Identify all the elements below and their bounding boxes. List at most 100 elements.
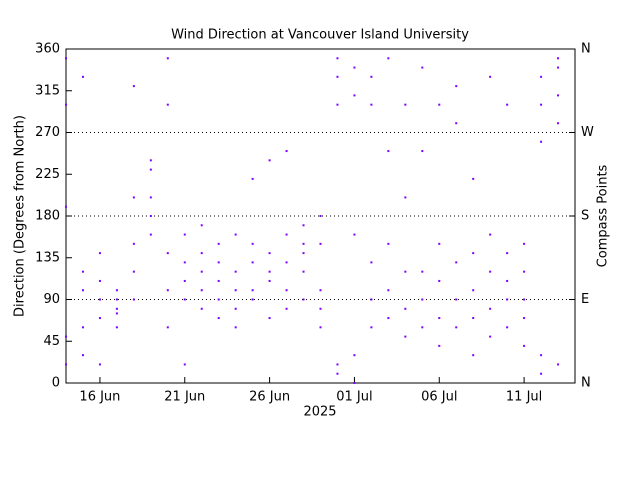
- data-point: [438, 317, 441, 320]
- data-point: [234, 326, 237, 329]
- data-point: [506, 252, 509, 255]
- data-point: [234, 289, 237, 292]
- data-point: [506, 279, 509, 282]
- data-point: [149, 168, 152, 171]
- data-point: [472, 289, 475, 292]
- data-point: [387, 150, 390, 153]
- data-point: [421, 66, 424, 69]
- data-point: [115, 307, 118, 310]
- data-point: [489, 270, 492, 273]
- data-point: [251, 298, 254, 301]
- data-point: [540, 354, 543, 357]
- data-point: [455, 122, 458, 125]
- data-point: [65, 335, 67, 338]
- x-tick-label: 01 Jul: [336, 390, 372, 405]
- data-point: [540, 140, 543, 143]
- data-point: [200, 307, 203, 310]
- data-point: [217, 317, 220, 320]
- data-point: [285, 150, 288, 153]
- data-point: [387, 242, 390, 245]
- data-point: [472, 317, 475, 320]
- y-tick-label: 315: [35, 83, 60, 98]
- data-point: [166, 57, 169, 60]
- data-point: [438, 344, 441, 347]
- data-point: [132, 298, 135, 301]
- data-point: [404, 270, 407, 273]
- data-point: [98, 363, 101, 366]
- data-point: [285, 289, 288, 292]
- data-point: [523, 270, 526, 273]
- data-point: [557, 94, 560, 97]
- data-point: [217, 298, 220, 301]
- data-point: [404, 103, 407, 106]
- data-point: [81, 75, 84, 78]
- data-point: [183, 298, 186, 301]
- chart-title: Wind Direction at Vancouver Island Unive…: [171, 28, 469, 43]
- data-point: [302, 270, 305, 273]
- data-point: [183, 363, 186, 366]
- data-point: [132, 242, 135, 245]
- data-point: [98, 252, 101, 255]
- data-point: [353, 94, 356, 97]
- data-point: [523, 317, 526, 320]
- data-point: [353, 66, 356, 69]
- y-tick-label: 90: [43, 292, 60, 307]
- data-point: [506, 298, 509, 301]
- data-point: [455, 261, 458, 264]
- data-point: [217, 242, 220, 245]
- y-tick-label: 45: [43, 334, 60, 349]
- data-point: [268, 252, 271, 255]
- data-point: [489, 75, 492, 78]
- data-point: [183, 233, 186, 236]
- data-point: [149, 159, 152, 162]
- data-point: [285, 233, 288, 236]
- data-point: [166, 252, 169, 255]
- data-point: [336, 57, 339, 60]
- data-point: [81, 270, 84, 273]
- data-point: [557, 66, 560, 69]
- data-point: [455, 298, 458, 301]
- y2-tick-label: W: [581, 125, 594, 140]
- data-point: [336, 103, 339, 106]
- data-point: [472, 354, 475, 357]
- data-point: [319, 326, 322, 329]
- data-point: [115, 326, 118, 329]
- data-point: [353, 354, 356, 357]
- data-point: [183, 279, 186, 282]
- data-point: [404, 335, 407, 338]
- y2-axis-label: Compass Points: [596, 164, 611, 267]
- data-point: [132, 270, 135, 273]
- data-point: [200, 289, 203, 292]
- data-point: [166, 289, 169, 292]
- data-point: [115, 312, 118, 315]
- y2-tick-label: E: [581, 292, 589, 307]
- data-point: [489, 335, 492, 338]
- y2-tick-label: S: [581, 209, 589, 224]
- data-point: [523, 344, 526, 347]
- data-point: [370, 298, 373, 301]
- data-point: [523, 298, 526, 301]
- y-tick-label: 135: [35, 250, 60, 265]
- x-tick-label: 16 Jun: [79, 390, 120, 405]
- data-point: [370, 261, 373, 264]
- data-point: [302, 252, 305, 255]
- data-point: [370, 75, 373, 78]
- data-point: [200, 224, 203, 227]
- data-point: [217, 261, 220, 264]
- data-point: [353, 233, 356, 236]
- data-point: [81, 326, 84, 329]
- x-tick-label: 26 Jun: [249, 390, 290, 405]
- y2-tick-label: N: [581, 42, 591, 57]
- data-point: [506, 103, 509, 106]
- data-point: [438, 279, 441, 282]
- data-point: [183, 261, 186, 264]
- data-point: [268, 270, 271, 273]
- y-tick-label: 360: [35, 42, 60, 57]
- data-point: [353, 382, 356, 384]
- data-point: [302, 224, 305, 227]
- data-point: [65, 205, 67, 208]
- y-axis-label: Direction (Degrees from North): [13, 115, 28, 317]
- data-point: [455, 326, 458, 329]
